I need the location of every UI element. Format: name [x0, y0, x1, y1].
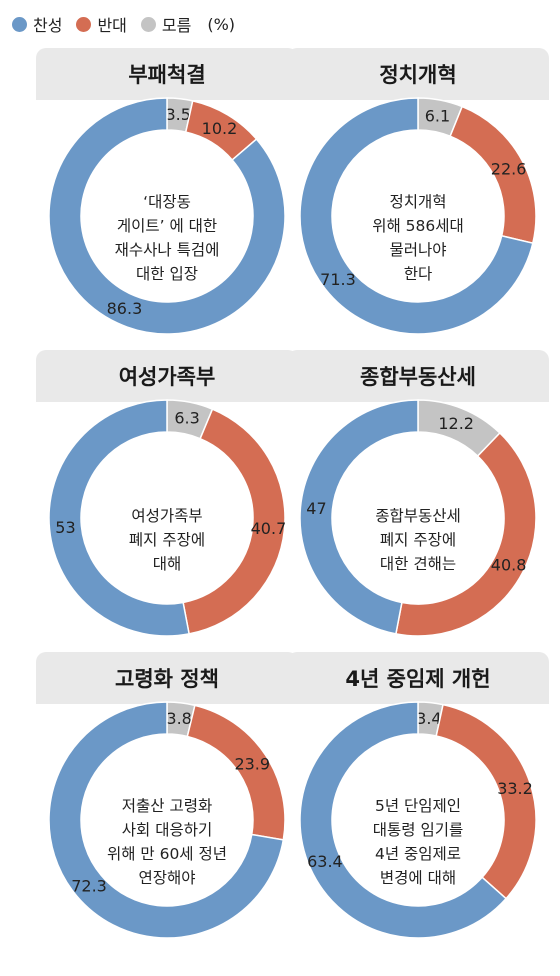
donut-slice-oppose [395, 431, 537, 637]
slice-label-unknown: 6.3 [174, 408, 199, 427]
legend-item-unknown: 모름 [140, 12, 192, 36]
question-line: 재수사나 특검에 [114, 241, 220, 259]
question-line: 연장해야 [138, 869, 196, 887]
legend: 찬성 반대 모름 (%) [12, 10, 235, 38]
donut-chart: 3.5 10.2 86.3 [48, 97, 286, 335]
donut-slice-support [48, 701, 285, 939]
question-line: 정치개혁 [389, 193, 447, 211]
slice-label-unknown: 3.4 [416, 709, 441, 728]
question-line: 위해 만 60세 정년 [106, 845, 228, 863]
question-line: 종합부동산세 [375, 507, 461, 525]
donut-chart: 6.3 40.7 53 [48, 399, 287, 637]
slice-label-oppose: 33.2 [497, 779, 533, 798]
question-line: 변경에 대해 [379, 869, 457, 887]
slice-label-oppose: 40.8 [491, 555, 527, 574]
slice-label-oppose: 23.9 [234, 754, 270, 773]
chart-title: 4년 중임제 개헌 [287, 652, 549, 704]
legend-item-oppose: 반대 [76, 12, 127, 36]
slice-label-support: 71.3 [320, 270, 356, 289]
donut-slice-support [48, 97, 286, 335]
slice-label-unknown: 3.8 [166, 709, 191, 728]
donut-slice-oppose [182, 408, 286, 635]
chart-title: 고령화 정책 [36, 652, 298, 704]
question-line: 사회 대응하기 [121, 821, 213, 839]
slice-label-oppose: 22.6 [491, 160, 527, 179]
question-line: 5년 단임제인 [374, 797, 462, 815]
slice-label-support: 53 [55, 518, 75, 537]
legend-label-unknown: 모름 [161, 16, 192, 35]
donut-chart: 3.8 23.9 72.3 [48, 701, 286, 939]
chart-title: 부패척결 [36, 48, 298, 100]
question-line: 폐지 주장에 [128, 531, 206, 549]
legend-swatch-support [12, 16, 27, 32]
donut-chart: 12.2 40.8 47 [299, 399, 537, 637]
question-line: 대한 입장 [136, 265, 198, 283]
question-line: ‘대장동 [143, 193, 191, 211]
slice-label-unknown: 6.1 [425, 106, 450, 125]
slice-label-unknown: 3.5 [165, 105, 190, 124]
donut-slice-support [48, 399, 190, 637]
donut-panel-1: 부패척결 3.5 10.2 86.3 ‘대장동 게이트’ 에 대한 재수사나 특검에 대한 입… [36, 48, 298, 338]
legend-item-support: 찬성 [12, 12, 62, 36]
slice-label-oppose: 10.2 [202, 119, 238, 138]
chart-title: 정치개혁 [287, 48, 549, 100]
question-line: 4년 중임제로 [374, 845, 462, 863]
question-line: 저출산 고령화 [121, 797, 213, 815]
slice-label-oppose: 40.7 [251, 519, 287, 538]
donut-slice-support [299, 399, 419, 635]
slice-label-support: 72.3 [71, 876, 107, 895]
donut-panel-3: 여성가족부 6.3 40.7 53 여성가족부 폐지 주장에 대해 [36, 350, 298, 640]
legend-swatch-oppose [76, 16, 92, 32]
donut-panel-2: 정치개혁 6.1 22.6 71.3 정치개혁 위해 586세대 물러나야 한다 [287, 48, 549, 338]
slice-label-support: 86.3 [107, 299, 143, 318]
question-line: 대통령 임기를 [372, 821, 464, 839]
slice-label-unknown: 12.2 [438, 414, 474, 433]
question-line: 폐지 주장에 [379, 531, 457, 549]
question-line: 한다 [403, 265, 433, 283]
question-line: 게이트’ 에 대한 [116, 217, 218, 235]
donut-chart: 6.1 22.6 71.3 [299, 97, 537, 335]
slice-label-support: 63.4 [307, 852, 343, 871]
question-line: 대한 견해는 [379, 555, 457, 573]
donut-chart: 3.4 33.2 63.4 [299, 701, 537, 939]
chart-title: 여성가족부 [36, 350, 298, 402]
donut-slice-support [299, 701, 508, 939]
legend-label-support: 찬성 [33, 16, 63, 35]
donut-panel-5: 고령화 정책 3.8 23.9 72.3 저출산 고령화 사회 대응하기 위해 만 60세 … [36, 652, 298, 942]
question-line: 물러나야 [389, 241, 447, 259]
question-line: 여성가족부 [131, 507, 203, 525]
chart-title: 종합부동산세 [287, 350, 549, 402]
donut-slice-support [299, 97, 534, 335]
legend-label-oppose: 반대 [97, 16, 127, 35]
legend-unit: (%) [207, 14, 236, 34]
slice-label-support: 47 [306, 499, 326, 518]
question-line: 대해 [152, 555, 182, 573]
donut-panel-4: 종합부동산세 12.2 40.8 47 종합부동산세 폐지 주장에 대한 견해는 [287, 350, 549, 640]
question-line: 위해 586세대 [372, 217, 464, 235]
legend-swatch-unknown [140, 16, 156, 32]
